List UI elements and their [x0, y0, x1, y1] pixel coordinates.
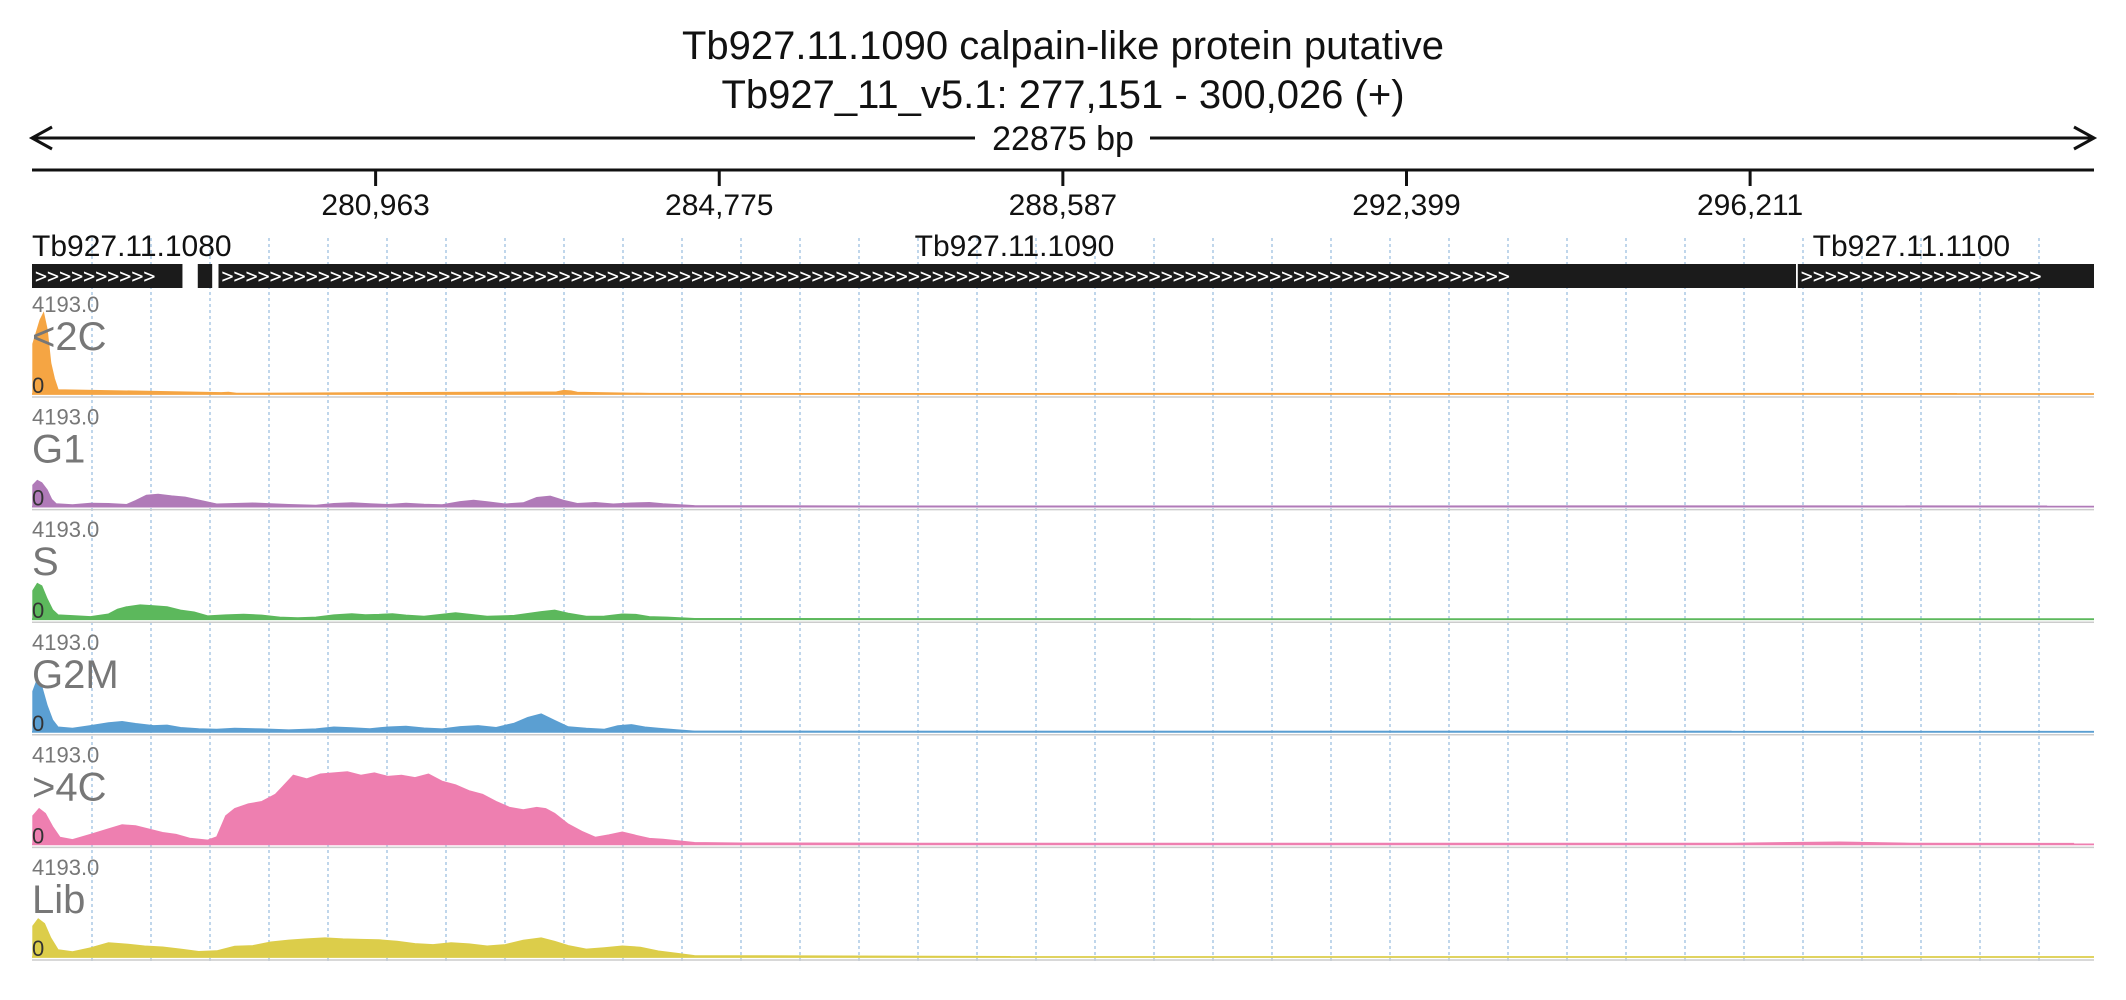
track-name: Lib [32, 878, 85, 922]
track-name: S [32, 540, 59, 584]
span-label: 22875 bp [992, 120, 1134, 158]
gene-label: Tb927.11.1090 [915, 230, 1115, 263]
coverage-area [32, 771, 2075, 845]
tick-label: 288,587 [1009, 189, 1117, 222]
gene-body [218, 264, 1796, 288]
gene-track: >>>>>>>>>>Tb927.11.1080>>>>>>>>>>>>>>>>>… [32, 230, 2094, 288]
y-max-label: 4193.0 [32, 292, 99, 317]
tick-label: 284,775 [665, 189, 773, 222]
coverage-area [32, 918, 1011, 958]
track-name: >4C [32, 765, 107, 809]
coordinate-ticks: 280,963 284,775 288,587 292,399 296,211 [321, 170, 1803, 222]
span-arrow-left-icon [28, 125, 53, 151]
y-min-label: 0 [32, 598, 44, 623]
strand-arrows: >>>>>>>>>>>>>>>>>>>>>>>>>>>>>>>>>>>>>>>>… [222, 264, 1510, 288]
y-max-label: 4193.0 [32, 405, 99, 430]
span-ruler: 22875 bp [28, 120, 2098, 158]
gene-label: Tb927.11.1080 [32, 230, 232, 263]
coverage-tracks: 4193.0<2C04193.0G104193.0S04193.0G2M0419… [32, 292, 2094, 961]
track-name: G2M [32, 653, 119, 697]
track-S: 4193.0S 0 [32, 517, 2094, 623]
track->4C: 4193.0>4C 0 [32, 742, 2094, 848]
gene-label: Tb927.11.1100 [1813, 230, 2010, 263]
track-name: <2C [32, 315, 107, 359]
y-max-label: 4193.0 [32, 630, 99, 655]
y-min-label: 0 [32, 711, 44, 736]
y-max-label: 4193.0 [32, 742, 99, 767]
y-max-label: 4193.0 [32, 855, 99, 880]
coverage-area [32, 311, 1957, 395]
track-name: G1 [32, 428, 85, 472]
grid-lines [91, 238, 2040, 962]
tick-label: 296,211 [1697, 189, 1803, 222]
gene-body [1797, 264, 2094, 288]
strand-arrows: >>>>>>>>>>>>>>>>>>>> [1801, 264, 2042, 288]
strand-arrows: >>>>>>>>>> [35, 264, 155, 288]
coverage-area [32, 479, 2048, 508]
coordinate-axis: 280,963 284,775 288,587 292,399 296,211 [32, 168, 2094, 222]
y-min-label: 0 [32, 373, 44, 398]
tick-label: 292,399 [1352, 189, 1460, 222]
tick-label: 280,963 [321, 189, 429, 222]
coverage-area [32, 582, 1191, 620]
y-max-label: 4193.0 [32, 517, 99, 542]
gene-body [197, 264, 213, 288]
track-<2C: 4193.0<2C 0 [32, 292, 2094, 398]
y-min-label: 0 [32, 486, 44, 511]
coverage-area [32, 678, 1732, 733]
span-arrow-right-icon [2073, 125, 2098, 151]
track-G1: 4193.0G1 0 [32, 405, 2094, 511]
gene-title: Tb927.11.1090 calpain-like protein putat… [682, 24, 1444, 68]
y-min-label: 0 [32, 936, 44, 961]
y-min-label: 0 [32, 823, 44, 848]
gene-body [32, 264, 183, 288]
locus-label: Tb927_11_v5.1: 277,151 - 300,026 (+) [721, 73, 1405, 117]
